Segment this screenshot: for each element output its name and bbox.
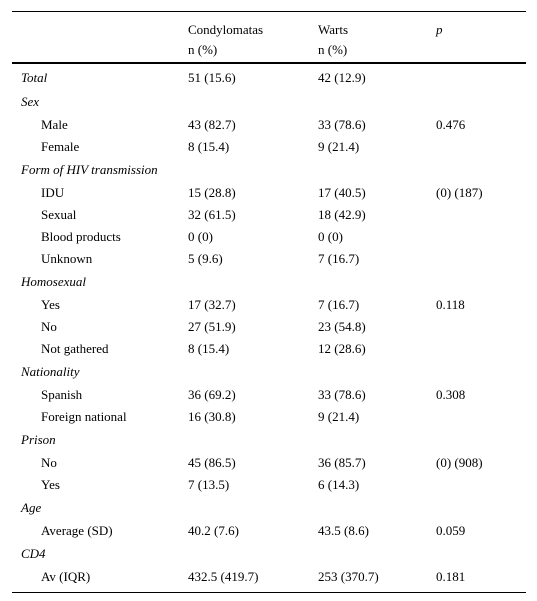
group-label: Nationality — [21, 364, 80, 379]
row-label: Blood products — [41, 229, 121, 244]
warts-cell: 43.5 (8.6) — [318, 523, 369, 538]
table-bottom-rule — [12, 592, 526, 593]
table-group-row: Age — [12, 496, 526, 520]
warts-cell: 17 (40.5) — [318, 185, 366, 200]
p-value-cell: 0.181 — [436, 569, 466, 584]
p-value-cell: 0.476 — [436, 117, 466, 132]
header-warts-unit: n (%) — [318, 42, 348, 57]
condylomatas-cell: 0 (0) — [188, 229, 213, 244]
group-label: CD4 — [21, 546, 46, 561]
condylomatas-cell: 27 (51.9) — [188, 319, 236, 334]
warts-cell: 42 (12.9) — [318, 70, 366, 85]
table-row: Not gathered 8 (15.4) 12 (28.6) — [12, 338, 526, 360]
row-label: Unknown — [41, 251, 93, 266]
condylomatas-cell: 7 (13.5) — [188, 477, 230, 492]
warts-cell: 7 (16.7) — [318, 297, 360, 312]
row-label: Sexual — [41, 207, 77, 222]
row-label: Av (IQR) — [41, 569, 91, 584]
table-row: No 27 (51.9) 23 (54.8) — [12, 316, 526, 338]
table-body: Total 51 (15.6) 42 (12.9) Sex Male 43 (82.7) 3… — [12, 66, 526, 588]
row-label: Male — [41, 117, 68, 132]
condylomatas-cell: 8 (15.4) — [188, 341, 230, 356]
table-group-row: Nationality — [12, 360, 526, 384]
condylomatas-cell: 40.2 (7.6) — [188, 523, 239, 538]
warts-cell: 23 (54.8) — [318, 319, 366, 334]
row-label: IDU — [41, 185, 65, 200]
row-label: Yes — [41, 477, 60, 492]
row-label: No — [41, 319, 57, 334]
warts-cell: 9 (21.4) — [318, 139, 360, 154]
table-row: Yes 17 (32.7) 7 (16.7) 0.118 — [12, 294, 526, 316]
warts-cell: 6 (14.3) — [318, 477, 360, 492]
header-condylomatas-label: Condylomatas — [188, 22, 264, 37]
data-table: Condylomatas n (%) Warts n (%) p Total 51… — [12, 11, 526, 593]
warts-cell: 33 (78.6) — [318, 387, 366, 402]
row-label: Not gathered — [41, 341, 109, 356]
table-row: Average (SD) 40.2 (7.6) 43.5 (8.6) 0.059 — [12, 520, 526, 542]
warts-cell: 9 (21.4) — [318, 409, 360, 424]
condylomatas-cell: 5 (9.6) — [188, 251, 223, 266]
row-label: Average (SD) — [41, 523, 113, 538]
table-group-row: Homosexual — [12, 270, 526, 294]
table-row: Female 8 (15.4) 9 (21.4) — [12, 136, 526, 158]
header-p-label: p — [436, 22, 443, 37]
p-value-cell: 0.059 — [436, 523, 466, 538]
condylomatas-cell: 432.5 (419.7) — [188, 569, 259, 584]
table-row: Av (IQR) 432.5 (419.7) 253 (370.7) 0.181 — [12, 566, 526, 588]
condylomatas-cell: 45 (86.5) — [188, 455, 236, 470]
table-group-row: Form of HIV transmission — [12, 158, 526, 182]
table-row: IDU 15 (28.8) 17 (40.5) (0) (187) — [12, 182, 526, 204]
row-label: Female — [41, 139, 80, 154]
table-row: Spanish 36 (69.2) 33 (78.6) 0.308 — [12, 384, 526, 406]
table-row: Blood products 0 (0) 0 (0) — [12, 226, 526, 248]
table-row: Foreign national 16 (30.8) 9 (21.4) — [12, 406, 526, 428]
table-row: Male 43 (82.7) 33 (78.6) 0.476 — [12, 114, 526, 136]
group-label: Homosexual — [21, 274, 86, 289]
header-warts: Warts n (%) — [318, 20, 348, 60]
p-value-cell: (0) (187) — [436, 185, 483, 200]
header-condylomatas: Condylomatas n (%) — [188, 20, 263, 60]
warts-cell: 18 (42.9) — [318, 207, 366, 222]
p-value-cell: 0.308 — [436, 387, 466, 402]
table-row: No 45 (86.5) 36 (85.7) (0) (908) — [12, 452, 526, 474]
table-row: Total 51 (15.6) 42 (12.9) — [12, 66, 526, 90]
table-header: Condylomatas n (%) Warts n (%) p — [12, 12, 526, 62]
condylomatas-cell: 43 (82.7) — [188, 117, 236, 132]
table-group-row: Prison — [12, 428, 526, 452]
row-label: Foreign national — [41, 409, 127, 424]
warts-cell: 36 (85.7) — [318, 455, 366, 470]
group-label: Prison — [21, 432, 56, 447]
condylomatas-cell: 51 (15.6) — [188, 70, 236, 85]
condylomatas-cell: 36 (69.2) — [188, 387, 236, 402]
table-row: Sexual 32 (61.5) 18 (42.9) — [12, 204, 526, 226]
table-group-row: CD4 — [12, 542, 526, 566]
row-label: No — [41, 455, 57, 470]
table-group-row: Sex — [12, 90, 526, 114]
warts-cell: 7 (16.7) — [318, 251, 360, 266]
group-label: Age — [21, 500, 42, 515]
condylomatas-cell: 17 (32.7) — [188, 297, 236, 312]
header-condylomatas-unit: n (%) — [188, 42, 218, 57]
group-label: Sex — [21, 94, 40, 109]
row-label: Yes — [41, 297, 60, 312]
warts-cell: 12 (28.6) — [318, 341, 366, 356]
warts-cell: 0 (0) — [318, 229, 343, 244]
table-top-rule — [12, 11, 526, 12]
header-warts-label: Warts — [318, 22, 348, 37]
header-p: p — [436, 20, 443, 40]
warts-cell: 33 (78.6) — [318, 117, 366, 132]
condylomatas-cell: 32 (61.5) — [188, 207, 236, 222]
p-value-cell: (0) (908) — [436, 455, 483, 470]
row-label: Total — [21, 70, 48, 85]
condylomatas-cell: 8 (15.4) — [188, 139, 230, 154]
p-value-cell: 0.118 — [436, 297, 465, 312]
table-header-rule — [12, 62, 526, 64]
warts-cell: 253 (370.7) — [318, 569, 379, 584]
condylomatas-cell: 16 (30.8) — [188, 409, 236, 424]
group-label: Form of HIV transmission — [21, 162, 158, 177]
condylomatas-cell: 15 (28.8) — [188, 185, 236, 200]
table-row: Yes 7 (13.5) 6 (14.3) — [12, 474, 526, 496]
table-row: Unknown 5 (9.6) 7 (16.7) — [12, 248, 526, 270]
row-label: Spanish — [41, 387, 83, 402]
